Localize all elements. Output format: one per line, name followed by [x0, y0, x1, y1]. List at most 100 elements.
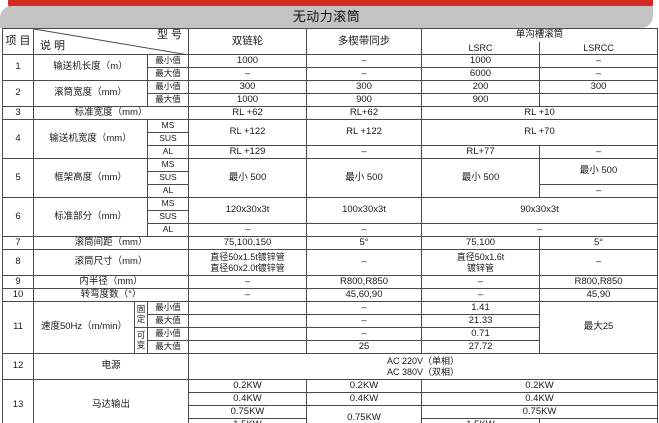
speed-variable-char-2: 变	[136, 339, 146, 350]
cell-lsrcc: –	[538, 54, 659, 68]
cell-lsrcc	[538, 93, 659, 107]
row-sub-label: AL	[147, 223, 189, 237]
row-sub-label: AL	[147, 145, 189, 159]
row-sub-label: 最大值	[147, 314, 189, 328]
banner-red-bar	[8, 0, 653, 10]
table-row: 6 标准部分（mm） MS 120x30x3t 100x30x3t 90x30x…	[2, 197, 659, 237]
header-col-chain: 双链轮	[188, 28, 307, 55]
table-row: 3 标准宽度（mm） RL +62 RL+62 RL +10	[2, 106, 659, 120]
row-name: 电源	[33, 353, 189, 380]
row-sub-label: SUS	[147, 132, 189, 146]
table-row: 12 电源 AC 220V（单相） AC 380V（双相）	[2, 353, 659, 380]
cell-chain	[188, 301, 307, 315]
cell-lsrcc: –	[538, 145, 659, 159]
speed-variable-char-1: 可	[136, 329, 146, 340]
cell-lsrcc: 5°	[538, 236, 659, 250]
cell-groove: 0.75KW	[420, 405, 659, 419]
table-row: 5 框架高度（mm） MS 最小 500 最小 500 最小 500 最小 50…	[2, 158, 659, 198]
cell-belt: –	[306, 67, 422, 81]
row-sub-label: 最大值	[147, 93, 189, 107]
row-name: 马达输出	[33, 379, 189, 423]
cell-chain: 0.75KW	[188, 405, 307, 419]
cell-chain: RL +122	[188, 119, 307, 146]
row-no: 13	[2, 379, 34, 423]
row-no: 11	[2, 301, 34, 354]
header-model-label: 型 号	[156, 29, 182, 41]
row-sub-label: 最大值	[147, 67, 189, 81]
cell-lsrcc: 300	[538, 80, 659, 94]
cell-lsrc: 1.41	[421, 301, 540, 315]
cell-belt: 0.4KW	[306, 392, 422, 406]
speed-variable-label: 可 变	[134, 327, 148, 354]
row-no: 8	[2, 249, 34, 276]
header-item: 项 目	[2, 28, 34, 55]
row-sub-label: MS	[147, 197, 189, 211]
table-row: 9 内半径（mm） – R800,R850 – R800,R850	[2, 275, 659, 289]
cell-lsrc: 6000	[421, 67, 540, 81]
row-no: 4	[2, 119, 34, 159]
speed-fixed-char-2: 定	[136, 313, 146, 324]
cell-chain: 直径50x1.5t镀锌管 直径60x2.0t镀锌管	[188, 249, 307, 276]
row-name: 输送机长度（m）	[33, 54, 148, 81]
cell-belt: 0.75KW	[306, 405, 422, 423]
speed-fixed-label: 固 定	[134, 301, 148, 328]
cell-lsrc: RL+77	[421, 145, 540, 159]
cell-groove: 0.2KW	[420, 379, 659, 393]
cell-belt: 300	[306, 80, 422, 94]
cell-chain: 1.5KW	[188, 418, 307, 423]
table-row: AL RL +129 – RL+77 –	[3, 145, 659, 159]
cell-chain: –	[188, 288, 307, 302]
cell-power: AC 220V（单相） AC 380V（双相）	[187, 353, 659, 380]
cell-lsrcc: –	[538, 184, 659, 198]
row-no: 2	[2, 80, 34, 107]
cell-chain: 75,100,150	[188, 236, 307, 250]
cell-belt: –	[306, 301, 422, 315]
cell-belt: R800,R850	[306, 275, 422, 289]
cell-chain: 0.4KW	[188, 392, 307, 406]
cell-belt: 最小 500	[306, 158, 422, 198]
cell-chain: RL +129	[188, 145, 307, 159]
cell-chain: 1000	[188, 93, 307, 107]
cell-lsrcc: 45,90	[538, 288, 659, 302]
cell-chain: 最小 500	[188, 158, 307, 198]
cell-belt: 45,60,90	[306, 288, 422, 302]
table-row: 4 输送机宽度（mm） MS RL +122 RL +122 RL +70	[2, 119, 659, 159]
cell-belt: –	[306, 327, 422, 341]
cell-belt: –	[306, 54, 422, 68]
cell-chain	[188, 314, 307, 328]
header-col-groove: 单沟槽滚筒	[420, 28, 659, 42]
cell-groove: 0.4KW	[420, 392, 659, 406]
cell-lsrcc: 最大25	[538, 301, 659, 354]
header-banner: 无动力滚筒	[0, 0, 659, 34]
cell-lsrc: 最小 500	[421, 158, 540, 198]
cell-chain	[188, 340, 307, 354]
cell-lsrc: 200	[421, 80, 540, 94]
page-title: 无动力滚筒	[292, 9, 361, 24]
cell-belt: RL +122	[306, 119, 422, 146]
cell-belt: –	[306, 314, 422, 328]
cell-belt: 0.2KW	[306, 379, 422, 393]
cell-chain: 1000	[188, 54, 307, 68]
row-sub-label: 最小值	[147, 301, 189, 315]
table-row: 13 马达输出 0.2KW 0.2KW 0.2KW	[2, 379, 659, 423]
cell-belt: –	[306, 249, 422, 276]
cell-groove: 90x30x3t	[420, 197, 659, 224]
cell-lsrc: –	[421, 288, 540, 302]
cell-chain: 0.2KW	[188, 379, 307, 393]
cell-lsrcc: R800,R850	[538, 275, 659, 289]
row-no: 5	[2, 158, 34, 198]
cell-chain: RL +62	[188, 106, 307, 120]
table-row: 2 滚筒宽度（mm） 最小值 300 300 200 300	[2, 80, 659, 107]
row-no: 10	[2, 288, 34, 302]
row-no: 9	[2, 275, 34, 289]
row-sub-label: MS	[147, 158, 189, 172]
table-row: AL – – –	[3, 223, 659, 237]
cell-lsrc: 27.72	[421, 340, 540, 354]
table-row: 1 输送机长度（m） 最小值 1000 – 1000 –	[2, 54, 659, 81]
row-sub-label: MS	[147, 119, 189, 133]
cell-lsrcc: 最小 500	[538, 158, 659, 185]
row-name: 滚筒宽度（mm）	[33, 80, 148, 107]
row-name: 输送机宽度（mm）	[33, 119, 148, 159]
row-name: 标准部分（mm）	[33, 197, 148, 237]
row-sub-label: 最小值	[147, 80, 189, 94]
